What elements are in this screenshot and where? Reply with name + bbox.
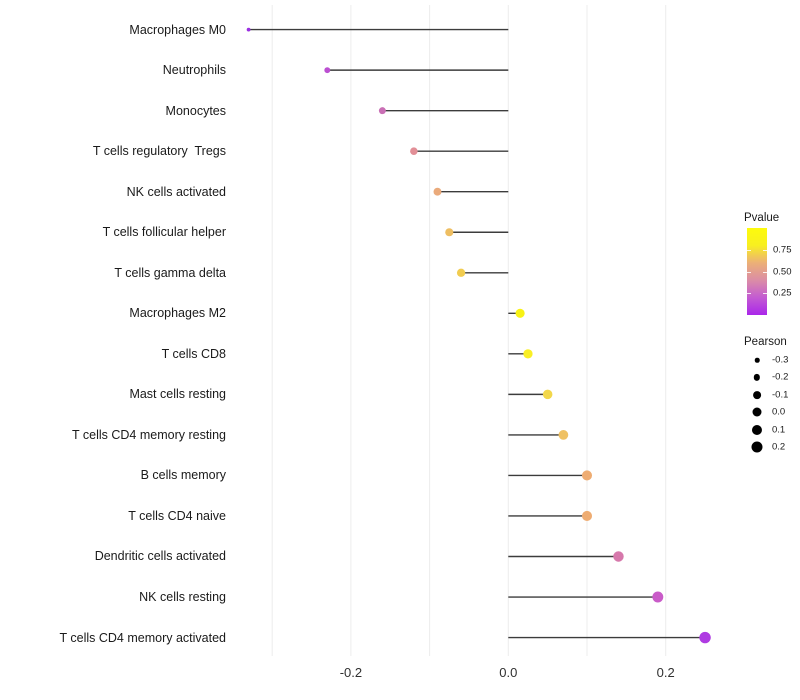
size-legend-label: 0.2 xyxy=(772,441,786,453)
size-legend-dot xyxy=(754,357,760,363)
y-axis-label: T cells CD4 naive xyxy=(128,508,226,523)
data-point xyxy=(652,591,664,603)
colorbar-tick-mark xyxy=(763,271,767,273)
size-legend-label: 0.1 xyxy=(772,424,786,436)
data-point xyxy=(515,308,525,318)
data-point xyxy=(558,430,569,440)
x-axis-tick-label: -0.2 xyxy=(339,665,363,680)
y-axis-label: Monocytes xyxy=(165,103,226,118)
data-point xyxy=(613,551,624,562)
y-axis-label: T cells CD4 memory resting xyxy=(72,427,226,442)
size-legend-dot xyxy=(751,441,763,453)
size-legend-label: 0.0 xyxy=(772,406,786,418)
colorbar-tick-label: 0.50 xyxy=(773,266,792,277)
data-point xyxy=(433,187,442,196)
data-point xyxy=(456,268,466,277)
data-point xyxy=(246,27,251,32)
data-point xyxy=(523,349,533,359)
size-legend-label: -0.1 xyxy=(772,389,789,401)
data-point xyxy=(410,147,418,155)
x-axis-tick-label: 0.2 xyxy=(656,665,675,680)
y-axis-label: T cells follicular helper xyxy=(102,225,226,240)
y-axis-label: B cells memory xyxy=(140,468,226,483)
size-legend-dot xyxy=(753,390,761,399)
y-axis-label: NK cells activated xyxy=(126,184,226,199)
y-axis-label: NK cells resting xyxy=(139,590,226,605)
colorbar-tick-mark xyxy=(747,271,751,273)
colorbar-tick-label: 0.75 xyxy=(773,244,792,256)
y-axis-label: Macrophages M2 xyxy=(129,306,226,321)
colorbar-tick-label: 0.25 xyxy=(773,287,792,299)
data-point xyxy=(324,67,331,74)
size-legend-dot xyxy=(751,424,763,435)
y-axis-label: T cells regulatory Tregs xyxy=(92,144,226,159)
y-axis-label: Dendritic cells activated xyxy=(94,549,226,564)
size-legend-dot xyxy=(753,374,761,381)
data-point xyxy=(699,631,711,644)
pearson-legend-title: Pearson xyxy=(744,336,787,348)
data-point xyxy=(581,470,593,481)
data-point xyxy=(581,510,593,521)
y-axis-label: Neutrophils xyxy=(162,63,226,78)
data-point xyxy=(445,228,454,237)
colorbar-tick-mark xyxy=(747,293,751,295)
y-axis-label: Macrophages M0 xyxy=(129,22,226,37)
pvalue-gradient-bar xyxy=(747,228,767,315)
size-legend-label: -0.3 xyxy=(772,354,789,366)
size-legend-dot xyxy=(752,407,762,417)
y-axis-label: Mast cells resting xyxy=(129,387,226,402)
data-point xyxy=(378,107,386,115)
y-axis-label: T cells CD8 xyxy=(161,346,226,361)
x-axis-tick-label: 0.0 xyxy=(499,665,518,680)
size-legend-label: -0.2 xyxy=(772,371,789,383)
pvalue-legend-title: Pvalue xyxy=(744,212,780,224)
colorbar-tick-mark xyxy=(763,293,767,295)
data-point xyxy=(542,389,553,400)
colorbar-tick-mark xyxy=(747,249,751,251)
y-axis-label: T cells gamma delta xyxy=(114,265,226,280)
y-axis-label: T cells CD4 memory activated xyxy=(59,630,227,645)
colorbar-tick-mark xyxy=(763,249,767,251)
